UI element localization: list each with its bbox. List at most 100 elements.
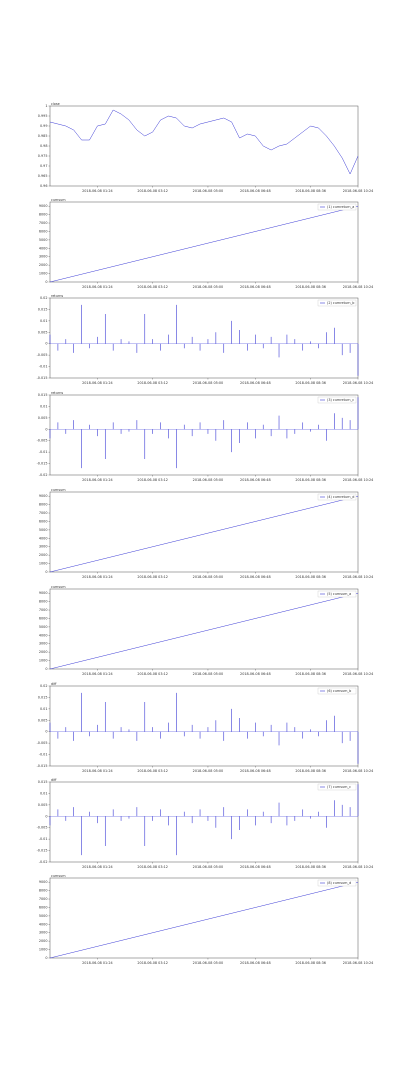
y-tick-label: 8000 <box>39 503 48 507</box>
line <box>49 592 359 670</box>
chart-title: cumsum <box>51 874 66 878</box>
x-tick-label: 2018-06-08 05:00 <box>193 672 224 676</box>
legend-box <box>317 203 357 211</box>
x-tick-label: 2018-06-08 08:36 <box>295 575 326 579</box>
y-tick-label: 0.01 <box>40 791 48 795</box>
y-tick-label: 1 <box>45 104 47 108</box>
y-tick-label: 0.015 <box>38 695 48 699</box>
y-tick-label: 4000 <box>39 246 48 250</box>
y-tick-label: -0.01 <box>39 365 48 369</box>
legend-box <box>317 783 357 791</box>
y-tick-label: -0.005 <box>37 826 48 830</box>
y-tick-label: 0 <box>45 814 47 818</box>
y-tick-label: 2000 <box>39 553 48 557</box>
x-tick-label: 2018-06-08 03:12 <box>137 769 168 773</box>
legend-label: (4) cumreturn_d <box>327 495 354 499</box>
y-tick-label: 5000 <box>39 625 48 629</box>
x-tick-label: 2018-06-08 01:24 <box>82 285 113 289</box>
legend-box <box>317 687 357 695</box>
legend-label: (2) cumreturn_b <box>327 301 354 305</box>
chart-title: returns <box>51 294 63 298</box>
x-tick-label: 2018-06-08 06:48 <box>240 769 271 773</box>
legend-box <box>317 299 357 307</box>
x-tick-label: 2018-06-08 03:12 <box>137 961 168 965</box>
y-tick-label: -0.02 <box>39 860 48 864</box>
y-tick-label: 7000 <box>39 897 48 901</box>
plot-area <box>49 297 359 379</box>
plot-area <box>49 685 359 767</box>
legend-box <box>317 493 357 501</box>
y-tick-label: 0.02 <box>40 296 48 300</box>
y-tick-label: 0 <box>45 956 47 960</box>
legend-label: (3) cumreturn_c <box>327 398 354 402</box>
legend-label: (6) cumsum_b <box>327 689 351 693</box>
y-tick-label: 0.005 <box>38 718 48 722</box>
y-tick-label: -0.015 <box>37 462 48 466</box>
y-tick-label: 4000 <box>39 922 48 926</box>
x-tick-label: 2018-06-08 06:48 <box>240 381 271 385</box>
x-tick-label: 2018-06-08 05:00 <box>193 189 224 193</box>
y-tick-label: 3000 <box>39 931 48 935</box>
y-tick-label: 0.96 <box>40 184 48 188</box>
y-tick-label: 0.975 <box>38 154 48 158</box>
x-tick-label: 2018-06-08 01:24 <box>82 672 113 676</box>
x-tick-label: 2018-06-08 01:24 <box>82 381 113 385</box>
chart-title: cumsum <box>51 488 66 492</box>
y-tick-label: 2000 <box>39 939 48 943</box>
x-tick-label: 2018-06-08 05:00 <box>193 381 224 385</box>
x-tick-label: 2018-06-08 03:12 <box>137 189 168 193</box>
y-tick-label: 9000 <box>39 494 48 498</box>
y-tick-label: -0.005 <box>37 741 48 745</box>
y-tick-label: 1000 <box>39 948 48 952</box>
x-tick-label: 2018-06-08 03:12 <box>137 285 168 289</box>
y-tick-label: 0.015 <box>38 307 48 311</box>
y-tick-label: 9000 <box>39 204 48 208</box>
x-tick-label: 2018-06-08 08:36 <box>295 189 326 193</box>
chart-title: cumsum <box>51 585 66 589</box>
y-tick-label: 3000 <box>39 642 48 646</box>
y-tick-label: 0.995 <box>38 114 48 118</box>
y-tick-label: 0.005 <box>38 803 48 807</box>
x-tick-label: 2018-06-08 08:36 <box>295 478 326 482</box>
legend-box <box>317 590 357 598</box>
plot-area <box>49 588 359 670</box>
y-tick-label: -0.015 <box>37 376 48 380</box>
plot-area <box>49 105 359 187</box>
plot-area <box>49 201 359 283</box>
x-tick-label: 2018-06-08 06:48 <box>240 285 271 289</box>
y-tick-label: 6000 <box>39 905 48 909</box>
line <box>49 205 359 283</box>
legend-box <box>317 396 357 404</box>
y-tick-label: 6000 <box>39 519 48 523</box>
y-tick-label: 0.01 <box>40 404 48 408</box>
y-tick-label: 7000 <box>39 511 48 515</box>
y-tick-label: 0.01 <box>40 707 48 711</box>
x-tick-label: 2018-06-08 06:48 <box>240 672 271 676</box>
x-tick-label: 2018-06-08 10:24 <box>343 672 374 676</box>
y-tick-label: 3000 <box>39 545 48 549</box>
y-tick-label: 4000 <box>39 633 48 637</box>
y-tick-label: 0.98 <box>40 144 48 148</box>
x-tick-label: 2018-06-08 10:24 <box>343 381 374 385</box>
y-tick-label: 8000 <box>39 889 48 893</box>
y-tick-label: 0.99 <box>40 124 48 128</box>
y-tick-label: 6000 <box>39 616 48 620</box>
x-tick-label: 2018-06-08 06:48 <box>240 961 271 965</box>
x-tick-label: 2018-06-08 10:24 <box>343 189 374 193</box>
x-tick-label: 2018-06-08 10:24 <box>343 865 374 869</box>
plot-area <box>49 781 359 863</box>
y-tick-label: -0.01 <box>39 753 48 757</box>
legend-box <box>317 879 357 887</box>
x-tick-label: 2018-06-08 03:12 <box>137 478 168 482</box>
y-tick-label: 8000 <box>39 213 48 217</box>
y-tick-label: 2000 <box>39 263 48 267</box>
y-tick-label: 1000 <box>39 272 48 276</box>
x-tick-label: 2018-06-08 05:00 <box>193 575 224 579</box>
x-tick-label: 2018-06-08 03:12 <box>137 575 168 579</box>
y-tick-label: 9000 <box>39 591 48 595</box>
plot-area <box>49 394 359 476</box>
chart-title: returns <box>51 391 63 395</box>
x-tick-label: 2018-06-08 08:36 <box>295 381 326 385</box>
x-tick-label: 2018-06-08 05:00 <box>193 478 224 482</box>
